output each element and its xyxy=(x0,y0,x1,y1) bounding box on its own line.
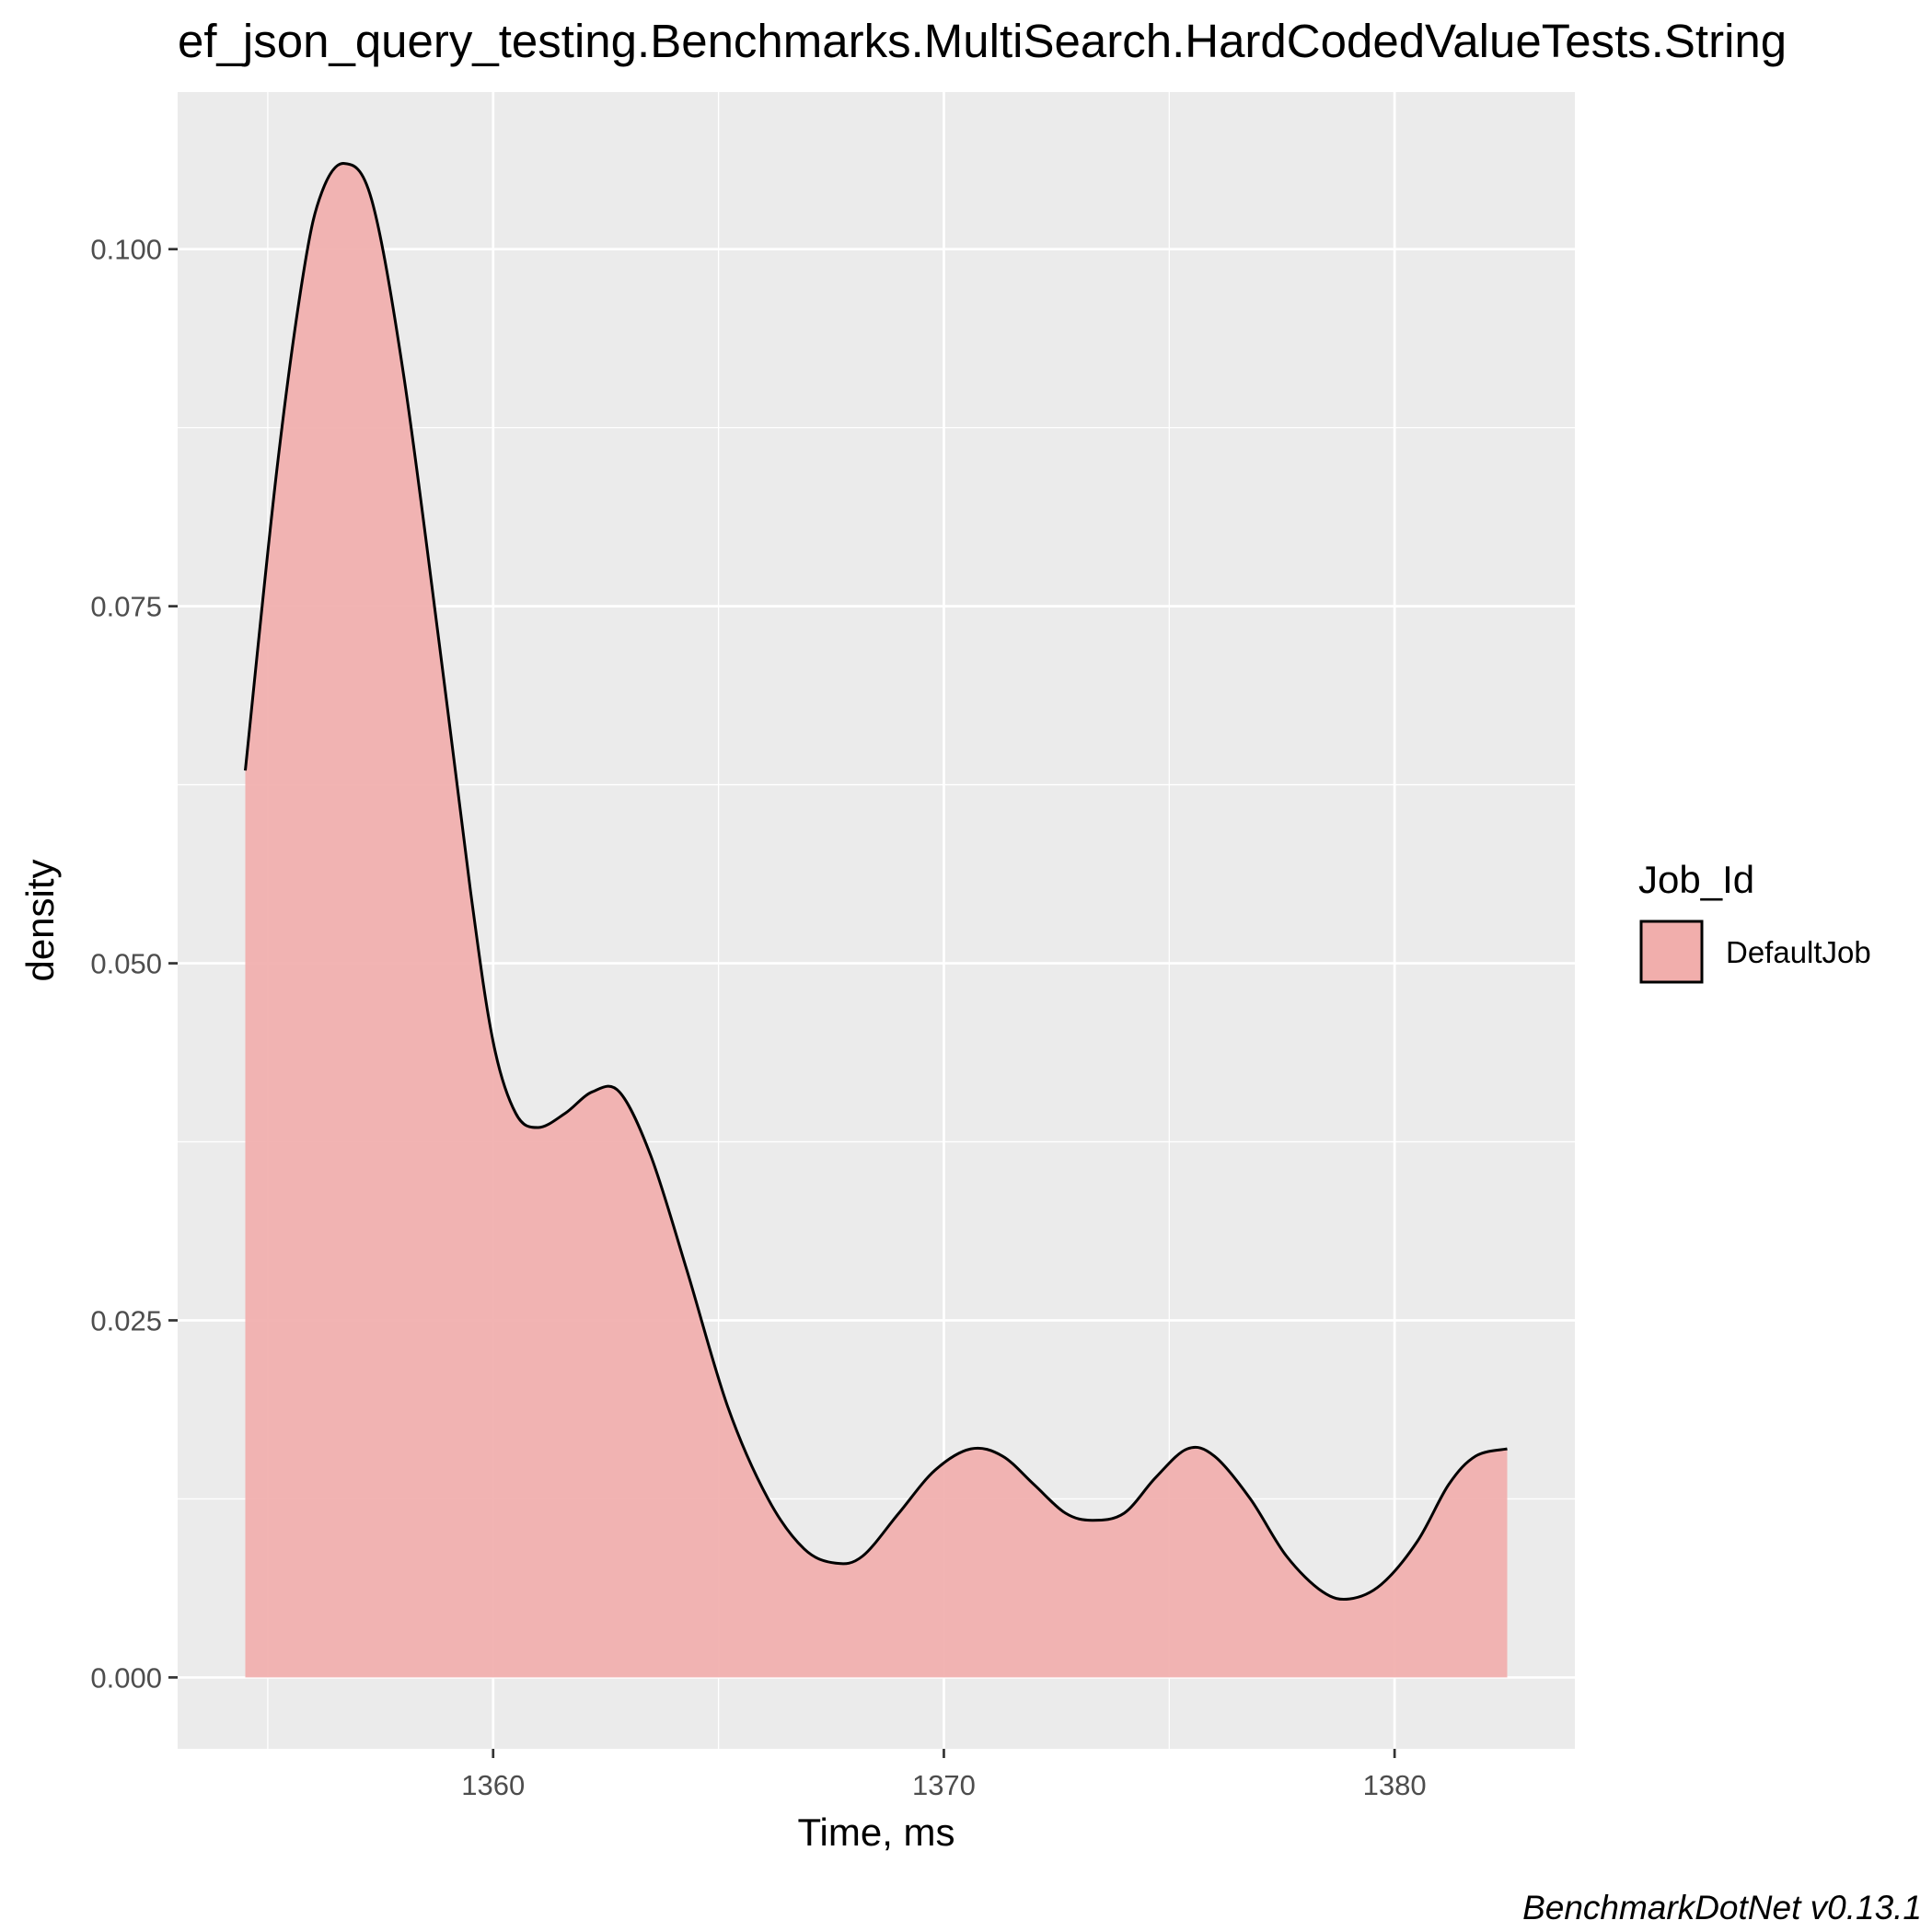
density-line xyxy=(244,162,1508,1602)
density-fill xyxy=(245,163,1508,1678)
x-axis: 1360 1370 1380 xyxy=(461,1749,1427,1801)
y-tick-label: 0.000 xyxy=(90,1661,162,1694)
grid-lines xyxy=(178,92,1575,1749)
y-tick-label: 0.100 xyxy=(90,234,162,266)
x-tick-label: 1380 xyxy=(1363,1769,1427,1801)
x-tick-label: 1360 xyxy=(461,1769,525,1801)
y-tick-label: 0.025 xyxy=(90,1304,162,1336)
legend-key xyxy=(1639,920,1704,984)
caption: BenchmarkDotNet v0.13.1 xyxy=(1522,1889,1922,1926)
y-tick-label: 0.050 xyxy=(90,948,162,980)
legend-title: Job_Id xyxy=(1638,858,1754,901)
y-axis-title: density xyxy=(18,859,62,981)
legend: Job_Id DefaultJob xyxy=(1638,858,1871,984)
density-area xyxy=(244,162,1508,1678)
y-tick-label: 0.075 xyxy=(90,591,162,623)
x-tick-label: 1370 xyxy=(912,1769,976,1801)
y-axis: 0.000 0.025 0.050 0.075 0.100 xyxy=(90,234,178,1694)
x-axis-title: Time, ms xyxy=(797,1811,954,1854)
chart-title: ef_json_query_testing.Benchmarks.MultiSe… xyxy=(178,15,1787,67)
legend-label: DefaultJob xyxy=(1726,935,1871,969)
